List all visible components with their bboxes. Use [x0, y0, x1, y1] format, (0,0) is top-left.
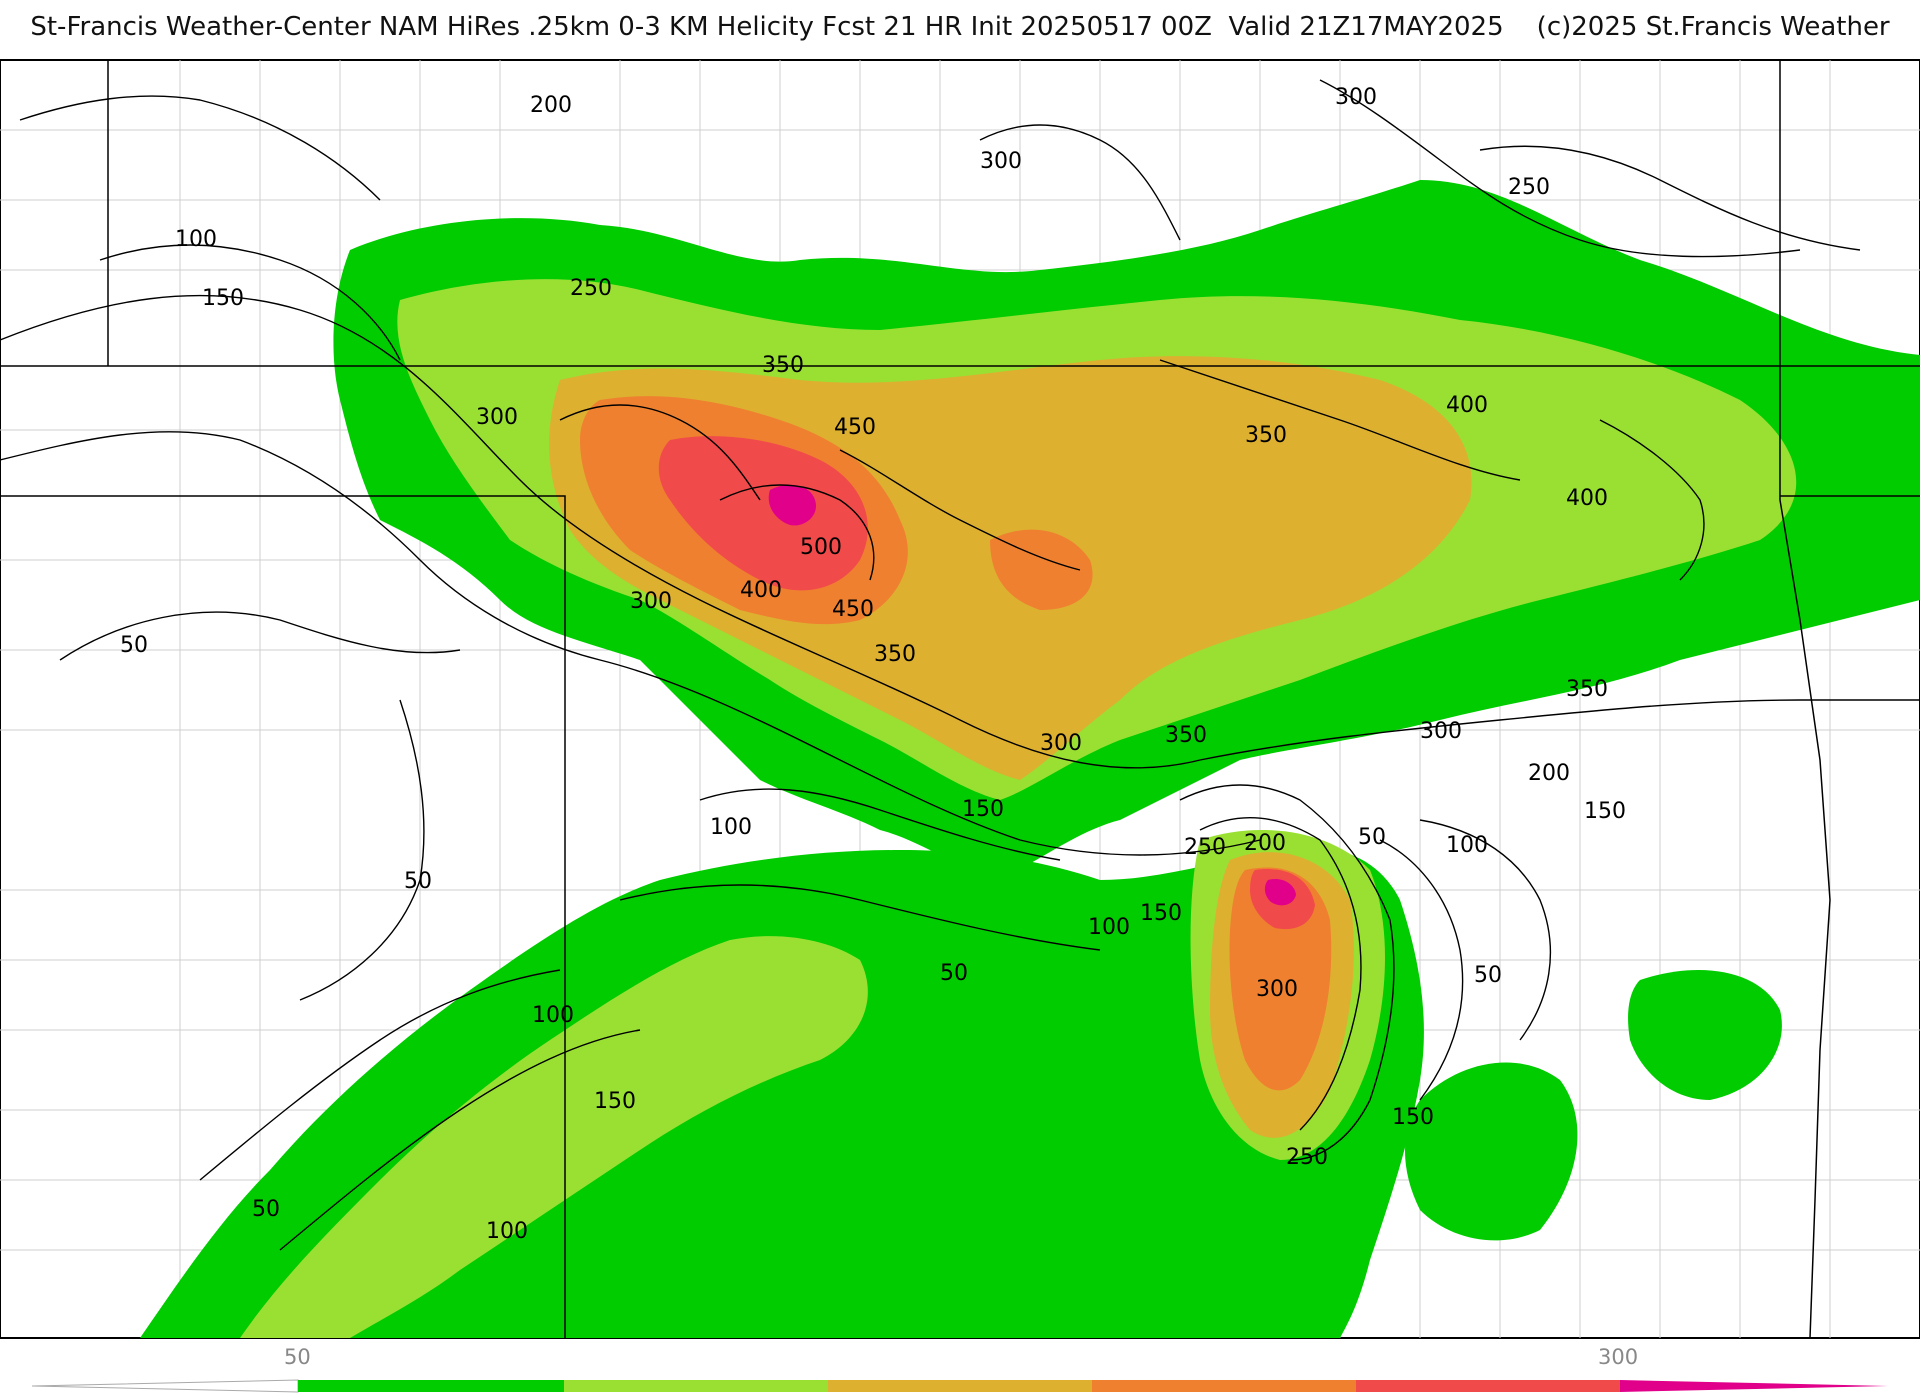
contour-label: 400 — [1566, 486, 1608, 511]
contour-label: 300 — [630, 589, 672, 614]
contour-label: 50 — [1474, 963, 1502, 988]
contour-label: 400 — [1446, 393, 1488, 418]
colorbar-min-label: 50 — [284, 1345, 311, 1369]
contour-label: 150 — [962, 797, 1004, 822]
contour-label: 350 — [762, 353, 804, 378]
contour-label: 300 — [476, 405, 518, 430]
contour-label: 100 — [486, 1219, 528, 1244]
contour-label: 50 — [1358, 825, 1386, 850]
colorbar-band-200 — [1092, 1380, 1356, 1392]
colorbar-max-label: 300 — [1598, 1345, 1638, 1369]
colorbar-band-50 — [298, 1380, 564, 1392]
colorbar-low-arrow — [31, 1379, 299, 1393]
band-250-north — [658, 436, 868, 591]
colorbar-band-250 — [1356, 1380, 1620, 1392]
contour-label: 500 — [800, 535, 842, 560]
contour-label: 50 — [404, 869, 432, 894]
contour-label: 150 — [1140, 901, 1182, 926]
contour-label: 50 — [940, 961, 968, 986]
contour-label: 100 — [175, 227, 217, 252]
helicity-shading — [140, 180, 1920, 1338]
contour-label: 450 — [834, 415, 876, 440]
contour-label: 350 — [1566, 677, 1608, 702]
contour-label: 250 — [1508, 175, 1550, 200]
contour-label: 100 — [1088, 915, 1130, 940]
colorbar-high-arrow — [1620, 1380, 1888, 1392]
colorbar: 50 300 — [31, 1345, 1888, 1393]
band-50-east — [1405, 1062, 1578, 1241]
contour-label: 350 — [874, 642, 916, 667]
contour-label: 250 — [1286, 1145, 1328, 1170]
contour-label: 50 — [252, 1197, 280, 1222]
band-100-south — [240, 936, 868, 1338]
band-300-north — [768, 484, 816, 526]
contour-label: 200 — [530, 93, 572, 118]
helicity-map: 200 300 300 250 100 150 250 350 450 300 … — [0, 59, 1920, 1393]
contour-label: 100 — [1446, 833, 1488, 858]
contour-label: 250 — [570, 276, 612, 301]
band-50-far-east — [1628, 970, 1782, 1100]
state-borders — [0, 60, 1920, 1339]
contour-label: 250 — [1184, 835, 1226, 860]
contour-label: 450 — [832, 597, 874, 622]
contour-label: 350 — [1165, 723, 1207, 748]
contour-label: 350 — [1245, 423, 1287, 448]
contour-label: 300 — [1040, 731, 1082, 756]
band-200-east — [990, 529, 1093, 610]
contour-labels: 200 300 300 250 100 150 250 350 450 300 … — [120, 85, 1626, 1244]
band-300-cell — [1264, 878, 1296, 906]
contour-label: 150 — [1584, 799, 1626, 824]
band-200-cell — [1229, 867, 1332, 1091]
contour-label: 50 — [120, 633, 148, 658]
contour-label: 400 — [740, 578, 782, 603]
contour-label: 100 — [532, 1003, 574, 1028]
contour-label: 150 — [202, 286, 244, 311]
map-title: St-Francis Weather-Center NAM HiRes .25k… — [30, 12, 1890, 42]
contour-label: 300 — [1335, 85, 1377, 110]
contour-label: 100 — [710, 815, 752, 840]
contour-label: 200 — [1244, 831, 1286, 856]
contour-label: 300 — [1420, 719, 1462, 744]
colorbar-band-150 — [828, 1380, 1092, 1392]
contour-label: 200 — [1528, 761, 1570, 786]
contour-label: 300 — [1256, 977, 1298, 1002]
contour-label: 300 — [980, 149, 1022, 174]
contour-label: 150 — [1392, 1105, 1434, 1130]
contour-label: 150 — [594, 1089, 636, 1114]
colorbar-band-100 — [564, 1380, 828, 1392]
helicity-contours — [0, 79, 1920, 1251]
